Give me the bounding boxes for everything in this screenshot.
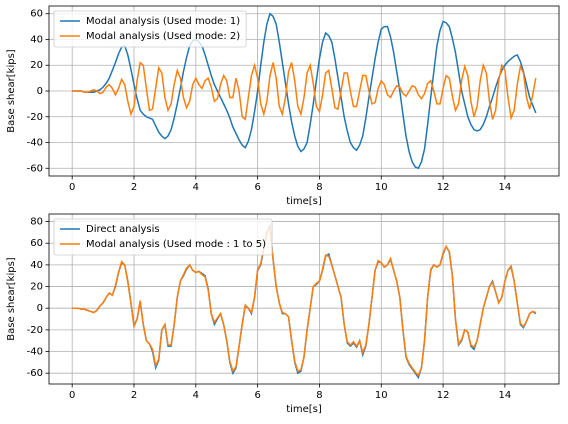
- x-tick-label: 0: [69, 182, 75, 193]
- series-line: [72, 12, 537, 170]
- legend: Direct analysis Modal analysis (Used mode…: [53, 218, 273, 256]
- x-tick-label: 6: [254, 390, 260, 401]
- y-tick-label: -40: [27, 347, 43, 358]
- x-axis-label: time[s]: [286, 196, 322, 207]
- y-tick-label: 20: [30, 282, 43, 293]
- y-tick-label: 40: [30, 260, 43, 271]
- legend-label: Modal analysis (Used mode : 1 to 5): [86, 239, 266, 250]
- y-tick-label: -60: [27, 163, 43, 174]
- legend-box: [53, 218, 273, 256]
- x-tick-label: 4: [193, 390, 199, 401]
- legend-box: [53, 10, 247, 48]
- x-tick-label: 0: [69, 390, 75, 401]
- x-tick-label: 8: [316, 182, 322, 193]
- x-tick-label: 14: [499, 390, 512, 401]
- subplot: 0 2 4 6 8 10 12 14 -60 -40 -20 0 20 40 60 time[s] Base s…: [6, 5, 560, 207]
- legend-label: Modal analysis (Used mode: 1): [86, 16, 240, 27]
- y-tick-label: -20: [27, 325, 43, 336]
- plot-lines: [72, 12, 537, 170]
- y-tick-label: 0: [37, 303, 43, 314]
- series-line: [72, 226, 537, 377]
- y-tick-label: -40: [27, 138, 43, 149]
- y-tick-label: 60: [30, 238, 43, 249]
- legend-label: Direct analysis: [86, 224, 160, 235]
- x-tick-label: 2: [131, 182, 137, 193]
- axes-frame: [48, 213, 560, 385]
- y-tick-label: 20: [30, 60, 43, 71]
- y-tick-label: 0: [37, 86, 43, 97]
- y-tick-label: -60: [27, 368, 43, 379]
- axes-frame: [48, 5, 560, 177]
- x-tick-label: 12: [437, 390, 450, 401]
- plot-lines: [72, 223, 537, 380]
- legend: Modal analysis (Used mode: 1) Modal analy…: [53, 10, 247, 48]
- x-tick-label: 10: [375, 390, 388, 401]
- x-axis-label: time[s]: [286, 404, 322, 415]
- x-tick-label: 14: [499, 182, 512, 193]
- x-tick-label: 12: [437, 182, 450, 193]
- y-tick-label: 80: [30, 217, 43, 228]
- y-axis-label: Base shear[kips]: [6, 49, 17, 132]
- y-tick-label: -20: [27, 112, 43, 123]
- y-tick-label: 40: [30, 34, 43, 45]
- x-tick-label: 4: [193, 182, 199, 193]
- series-line: [72, 61, 537, 121]
- x-tick-label: 2: [131, 390, 137, 401]
- x-tick-label: 8: [316, 390, 322, 401]
- subplot: 0 2 4 6 8 10 12 14 -60 -40 -20 0 20 40 60 80 time[s] Base…: [6, 213, 560, 415]
- x-tick-label: 6: [254, 182, 260, 193]
- x-tick-label: 10: [375, 182, 388, 193]
- y-tick-label: 60: [30, 9, 43, 20]
- y-axis-label: Base shear[kips]: [6, 257, 17, 340]
- legend-label: Modal analysis (Used mode: 2): [86, 31, 240, 42]
